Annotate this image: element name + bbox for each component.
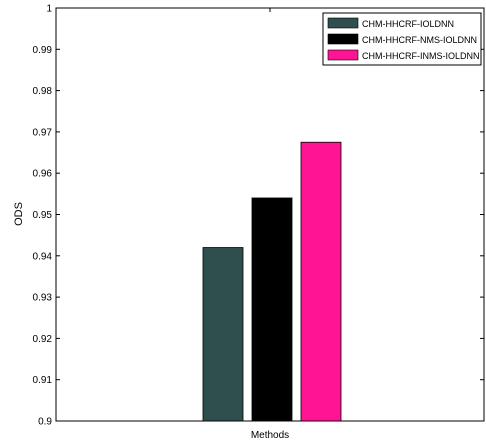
legend: CHM-HHCRF-IOLDNN CHM-HHCRF-NMS-IOLDNN CHM-… [322, 12, 482, 66]
y-tick-label: 0.92 [33, 334, 53, 345]
y-tick-label: 0.97 [33, 127, 53, 138]
y-tick-label: 0.98 [33, 86, 53, 97]
y-tick-label: 0.93 [33, 293, 53, 304]
y-tick-label: 0.94 [33, 251, 53, 262]
bar-3 [300, 141, 342, 422]
x-axis-label: Methods [251, 430, 289, 441]
y-tick-label: 0.96 [33, 169, 53, 180]
legend-swatch [327, 33, 359, 45]
bars-group [202, 141, 342, 422]
y-tick-label: 0.91 [33, 375, 53, 386]
bar-1 [202, 247, 244, 422]
legend-swatch [327, 49, 359, 61]
legend-swatch [327, 17, 359, 29]
legend-label: CHM-HHCRF-IOLDNN [362, 19, 454, 29]
y-axis-label: ODS [13, 202, 25, 226]
y-tick-label: 1 [46, 4, 52, 15]
legend-label: CHM-HHCRF-NMS-IOLDNN [362, 35, 477, 45]
y-tick-label: 0.9 [38, 417, 52, 428]
y-tick-label: 0.99 [33, 45, 53, 56]
y-tick-label: 0.95 [33, 210, 53, 221]
bar-2 [251, 197, 293, 422]
y-axis: 0.9 0.91 0.92 0.93 0.94 0.95 0.96 0.97 0.98 0.99 1 [33, 4, 484, 428]
legend-label: CHM-HHCRF-INMS-IOLDNN [362, 51, 480, 61]
